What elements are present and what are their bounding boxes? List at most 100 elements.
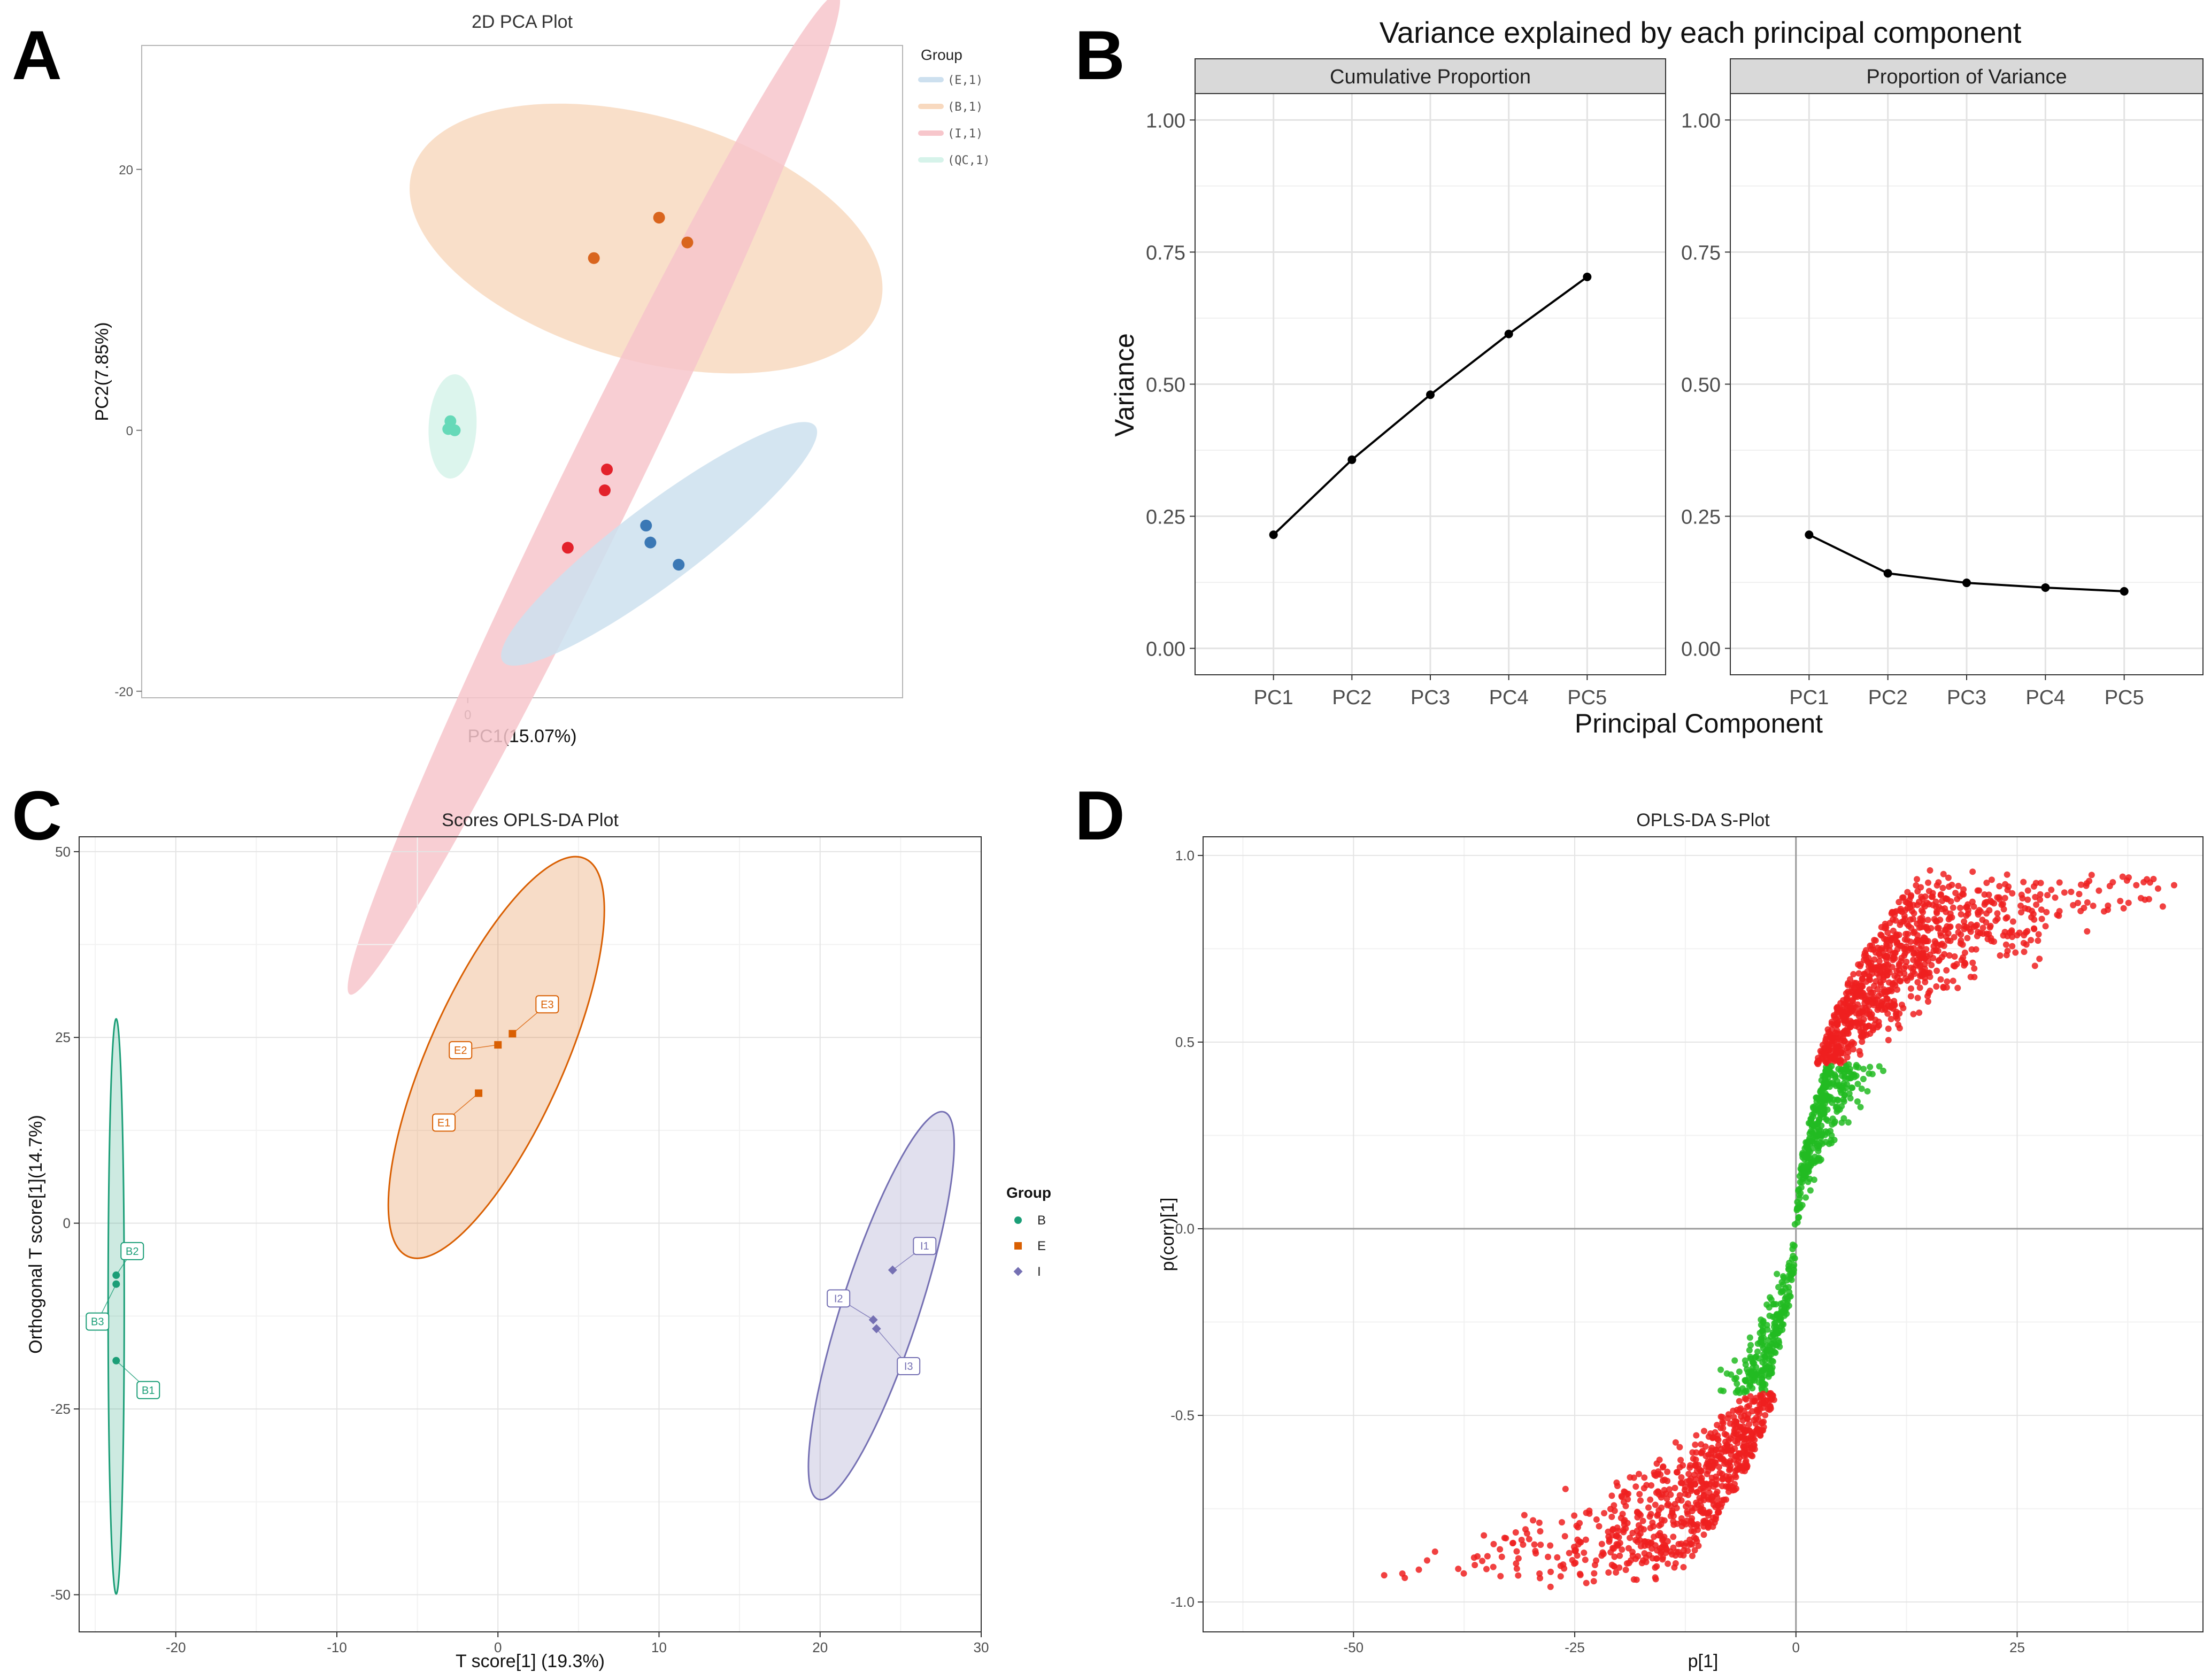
s-plot-point bbox=[2028, 914, 2035, 921]
s-plot-point bbox=[1894, 986, 1901, 993]
s-plot-point bbox=[1823, 1092, 1830, 1099]
s-plot-point bbox=[2037, 896, 2044, 903]
point-1-PC1 bbox=[1805, 530, 1814, 540]
s-plot-point bbox=[1490, 1540, 1497, 1547]
s-plot-point bbox=[1731, 1376, 1738, 1383]
s-plot-point bbox=[1772, 1349, 1779, 1356]
ellipse-E bbox=[387, 856, 605, 1259]
s-plot-point bbox=[2077, 881, 2084, 888]
s-plot-point bbox=[1532, 1550, 1539, 1557]
legend-label-3: (QC,1) bbox=[947, 154, 990, 167]
s-plot-point bbox=[1512, 1529, 1519, 1536]
s-plot-point bbox=[1796, 1186, 1802, 1193]
label-box-B2 bbox=[120, 1242, 144, 1260]
ellipse-I bbox=[348, 0, 841, 995]
s-plot-point bbox=[1490, 1563, 1497, 1570]
s-plot-point bbox=[1924, 993, 1931, 1000]
s-plot-point bbox=[1671, 1484, 1678, 1491]
s-plot-point bbox=[1731, 1445, 1738, 1452]
s-plot-point bbox=[1957, 940, 1964, 947]
s-plot-point bbox=[1767, 1364, 1774, 1371]
s-plot-point bbox=[1691, 1547, 1698, 1554]
s-plot-point bbox=[1729, 1487, 1736, 1494]
s-plot-point bbox=[1924, 998, 1931, 1005]
s-plot-point bbox=[1767, 1397, 1774, 1404]
s-plot-point bbox=[1770, 1331, 1777, 1338]
s-plot-point bbox=[1855, 1024, 1862, 1031]
s-plot-point bbox=[1717, 1413, 1724, 1420]
s-plot-point bbox=[1746, 1334, 1753, 1341]
variance-plot: Variance explained by each principal com… bbox=[1110, 16, 2204, 738]
x-tick-label-0-2: PC3 bbox=[1411, 687, 1450, 709]
s-plot-point bbox=[1709, 1434, 1716, 1441]
s-plot-point bbox=[1708, 1454, 1715, 1461]
s-plot-point bbox=[1842, 1016, 1849, 1023]
s-plot-point bbox=[1833, 1027, 1840, 1034]
s-plot-point bbox=[1731, 1429, 1738, 1436]
s-plot-point bbox=[2009, 890, 2016, 897]
s-plot-point bbox=[2020, 878, 2027, 885]
s-plot-point bbox=[1515, 1572, 1522, 1579]
s-plot-point bbox=[1858, 1033, 1865, 1040]
y-axis-label: Orthogonal T score[1](14.7%) bbox=[26, 1115, 46, 1354]
s-plot-point bbox=[1885, 1002, 1892, 1009]
s-plot-point bbox=[1986, 924, 1993, 931]
s-plot-point bbox=[1922, 893, 1929, 900]
s-plot-point bbox=[1498, 1553, 1505, 1560]
s-plot-point bbox=[1854, 1098, 1861, 1105]
y-tick-label-2: 20 bbox=[119, 163, 133, 178]
s-plot-point bbox=[1526, 1536, 1532, 1543]
s-plot-point bbox=[1622, 1525, 1629, 1532]
s-plot-point bbox=[1933, 967, 1940, 974]
s-plot-point bbox=[1659, 1464, 1666, 1471]
s-plot-point bbox=[1497, 1546, 1504, 1553]
s-plot-point bbox=[1680, 1552, 1687, 1559]
s-plot-point bbox=[2009, 918, 2016, 925]
s-plot-point bbox=[1572, 1546, 1579, 1553]
legend-label-1: E bbox=[1037, 1239, 1046, 1253]
x-tick-label-0: -50 bbox=[1344, 1639, 1364, 1655]
s-plot-point bbox=[1824, 1129, 1831, 1136]
s-plot-point bbox=[1661, 1517, 1668, 1524]
s-plot-point bbox=[1415, 1566, 1422, 1573]
s-plot-point bbox=[1790, 1253, 1797, 1260]
s-plot-point bbox=[1472, 1561, 1478, 1568]
s-plot-point bbox=[1601, 1509, 1608, 1516]
s-plot-point bbox=[1520, 1541, 1527, 1548]
s-plot-point bbox=[1923, 946, 1930, 953]
s-plot-point bbox=[1613, 1541, 1620, 1548]
s-plot-point bbox=[1924, 879, 1931, 886]
s-plot-point bbox=[1669, 1551, 1676, 1558]
s-plot-point bbox=[1963, 903, 1970, 910]
s-plot-point bbox=[1692, 1535, 1699, 1542]
s-plot-point bbox=[1671, 1501, 1678, 1508]
s-plot-point bbox=[1481, 1532, 1488, 1539]
s-plot-point bbox=[1717, 1366, 1724, 1373]
s-plot-point bbox=[1574, 1552, 1581, 1559]
s-plot-point bbox=[1609, 1545, 1616, 1552]
s-plot-point bbox=[2068, 888, 2075, 895]
s-plot-point bbox=[1966, 926, 1973, 933]
s-plot-point bbox=[1940, 870, 1947, 877]
s-plot-point bbox=[1910, 910, 1917, 917]
s-plot-point bbox=[1670, 1533, 1677, 1540]
s-plot-point bbox=[2061, 889, 2068, 896]
s-plot-point bbox=[1903, 958, 1910, 965]
s-plot-point bbox=[1816, 1116, 1823, 1123]
s-plot-point bbox=[1834, 1020, 1841, 1027]
point-B-3 bbox=[681, 236, 694, 249]
point-1-PC5 bbox=[2120, 587, 2129, 596]
s-plot-point bbox=[1870, 1001, 1877, 1008]
y-tick-label-4: 1.0 bbox=[1175, 847, 1195, 864]
s-plot-point bbox=[1700, 1480, 1707, 1487]
s-plot-point bbox=[1746, 1347, 1753, 1354]
s-plot-point bbox=[1688, 1505, 1695, 1512]
s-plot-point bbox=[1955, 929, 1962, 936]
s-plot-point bbox=[1924, 938, 1931, 945]
s-plot-point bbox=[1883, 941, 1890, 947]
s-plot-point bbox=[1914, 876, 1921, 883]
s-plot-point bbox=[1840, 1001, 1847, 1008]
s-plot-point bbox=[1818, 1103, 1825, 1109]
s-plot-point bbox=[1840, 1115, 1847, 1122]
s-plot-point bbox=[1758, 1316, 1765, 1323]
